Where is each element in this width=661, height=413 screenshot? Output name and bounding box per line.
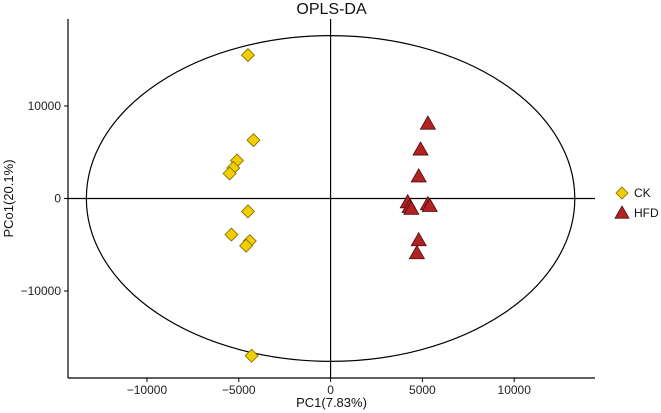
legend-ck-label: CK [634,186,651,200]
hfd-point [412,141,429,156]
hfd-point [421,197,438,212]
legend: CK HFD [614,186,659,220]
y-tick-label: −10000 [21,284,62,298]
legend-ck-icon [615,186,629,200]
x-tick-label: 0 [327,383,334,397]
y-tick-label: 0 [54,192,61,206]
tick-labels: −10000 −5000 0 5000 10000 −10000 0 10000 [21,99,532,397]
confidence-ellipse-group [85,35,576,362]
reference-lines [68,19,595,378]
scatter-points [222,48,438,363]
x-tick-label: 10000 [498,383,532,397]
y-tick-label: 10000 [28,99,62,113]
ck-point [224,227,239,242]
x-tick-label: −10000 [127,383,168,397]
ck-point [246,133,261,148]
hfd-point [408,244,426,260]
x-axis-title: PC1(7.83%) [296,395,367,410]
confidence-ellipse [85,35,576,362]
legend-hfd-icon [614,205,630,219]
legend-hfd-label: HFD [634,206,659,220]
hfd-point [419,115,437,130]
ck-point [222,166,237,181]
hfd-point [410,167,427,183]
ck-point [244,348,259,363]
ck-point [240,204,256,219]
hfd-point [403,200,420,215]
y-axis-title: PCo1(20.1%) [1,159,16,237]
x-tick-label: −5000 [222,383,256,397]
x-tick-label: 5000 [409,383,436,397]
hfd-point [410,231,427,247]
ck-point [240,48,256,63]
ck-point [239,238,254,253]
chart-title: OPLS-DA [296,1,367,18]
